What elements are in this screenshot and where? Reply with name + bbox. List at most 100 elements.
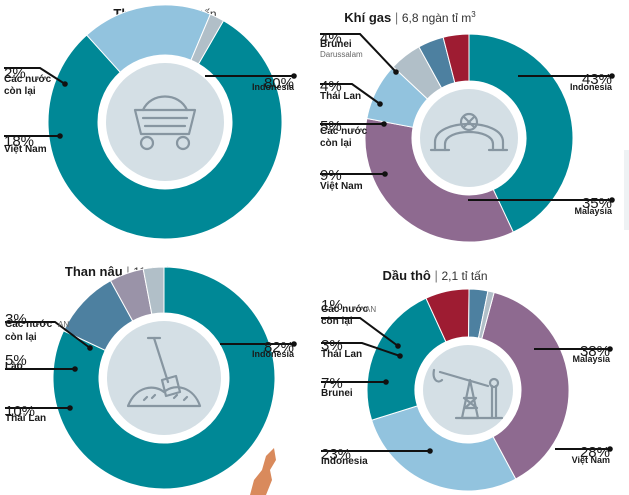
slice-percent: 28% <box>580 444 610 461</box>
slice-percent: 5% <box>5 352 27 369</box>
slice-name: Các nước <box>5 319 53 330</box>
leader-line <box>320 33 397 73</box>
slice-indonesia <box>52 266 276 490</box>
slice-percent: 43% <box>582 71 612 88</box>
slice-percent: 1% <box>321 297 343 314</box>
slice-name: Malaysia <box>574 206 613 216</box>
slice-cac-nuoc-con-lai <box>190 13 225 65</box>
leader-dot <box>377 101 383 107</box>
label-thai-lan: 4%Thái Lan <box>320 78 383 107</box>
leader-dot <box>397 353 403 359</box>
label-viet-nam: 18%Việt Nam <box>4 133 63 155</box>
label-thai-lan: 3%Thái Lan <box>321 337 403 360</box>
slice-cac-nuoc-con-lai <box>477 290 495 340</box>
chart-dau-tho: Dầu thô | 2,1 tỉ tấn 38%Malaysia 28%Việt N… <box>321 268 613 492</box>
slice-name: Thái Lan <box>5 413 46 424</box>
leader-dot <box>607 346 613 352</box>
slice-indonesia <box>366 297 447 421</box>
slice-percent: 80% <box>264 75 294 92</box>
slice-percent: 10% <box>5 403 35 420</box>
leader-line <box>320 83 381 105</box>
leader-dot <box>609 73 615 79</box>
slice-percent: 5% <box>320 118 342 135</box>
slice-malaysia <box>364 117 514 243</box>
chart-title: Khí gas | 6,8 ngàn tỉ m3 <box>344 10 476 25</box>
slice-indonesia <box>468 33 574 233</box>
slice-name: Các nước <box>4 74 52 85</box>
slice-name: Thái Lan <box>321 349 362 360</box>
leader-dot <box>393 69 399 75</box>
slice-name: Indonesia <box>570 82 613 92</box>
slice-name: còn lại <box>5 332 37 343</box>
leader-line <box>4 67 66 85</box>
chart-than-nau: Than nâu | 11 tỉ tấn82%Indonesia10%Thái … <box>5 264 297 490</box>
leader-dot <box>383 379 389 385</box>
chart-subtitle-sup: 3 <box>471 10 476 19</box>
shovel-pile-icon <box>126 336 202 408</box>
slice-name: Lào <box>5 361 23 372</box>
slice-name: Việt Nam <box>572 455 610 465</box>
oil-pump-icon <box>432 368 504 420</box>
slice-viet-nam <box>370 405 517 492</box>
title-separator: | <box>391 10 402 25</box>
slice-name: Thái Lan <box>320 91 361 102</box>
slice-name: Việt Nam <box>4 144 47 155</box>
slice-percent: 4% <box>320 78 342 95</box>
center-disc <box>107 321 221 435</box>
slice-name: Indonesia <box>252 349 295 359</box>
label-malaysia: 38%Malaysia <box>534 343 613 364</box>
leader-line <box>321 342 401 357</box>
title-separator: | <box>123 264 134 279</box>
chart-title-text: Dầu thô <box>382 268 430 283</box>
label-indonesia: 43%Indonesia <box>518 71 615 92</box>
label-indonesia: 82%Indonesia <box>220 339 297 359</box>
slice-name: Indonesia <box>252 82 295 92</box>
label-indonesia: 80%Indonesia <box>205 73 297 92</box>
slice-name: Việt Nam <box>320 181 363 192</box>
slice-name: Các nước <box>320 126 368 137</box>
leader-dot <box>381 121 387 127</box>
leader-dot <box>291 73 297 79</box>
label-brunei: 7%Brunei <box>321 375 389 399</box>
label-lao: 5%Lào <box>5 352 78 372</box>
title-separator: | <box>431 268 442 283</box>
slice-percent: 3% <box>321 337 343 354</box>
slice-name: Các nước <box>321 304 369 315</box>
slice-percent: 2% <box>4 65 26 82</box>
chart-title: Dầu thô | 2,1 tỉ tấn <box>382 268 487 283</box>
chart-subtitle: 2,1 tỉ tấn <box>441 269 487 283</box>
label-cac-nuoc-con-lai: 3%Các nước còn lại AN <box>5 311 93 351</box>
slice-percent: 3% <box>5 311 27 328</box>
leader-dot <box>57 133 63 139</box>
slice-name: Brunei <box>321 388 353 399</box>
slice-percent: 18% <box>4 133 34 150</box>
slice-name-extra: AN <box>58 320 69 329</box>
slice-name: Brunei <box>320 39 352 50</box>
slice-name-extra: Darussalam <box>320 50 363 59</box>
slice-name: Malaysia <box>572 354 611 364</box>
leader-dot <box>427 448 433 454</box>
slice-percent: 35% <box>582 195 612 212</box>
leader-line <box>5 321 91 349</box>
leader-dot <box>395 343 401 349</box>
slice-percent: 4% <box>320 30 342 47</box>
center-disc <box>106 63 224 181</box>
label-viet-nam: 9%Việt Nam <box>320 167 388 192</box>
chart-khi-gas: Khí gas | 6,8 ngàn tỉ m343%Indonesia35%M… <box>320 10 615 243</box>
leader-dot <box>291 341 297 347</box>
slice-name: còn lại <box>320 138 352 149</box>
chart-subtitle: 6,8 ngàn tỉ m <box>402 11 471 25</box>
slice-percent: 82% <box>264 339 294 356</box>
label-malaysia: 35%Malaysia <box>468 195 615 216</box>
slice-percent: 7% <box>321 375 343 392</box>
slice-percent: 38% <box>580 343 610 360</box>
leader-dot <box>67 405 73 411</box>
edge-strip <box>624 150 629 230</box>
leader-dot <box>62 81 68 87</box>
gas-pipeline-icon <box>429 112 509 152</box>
